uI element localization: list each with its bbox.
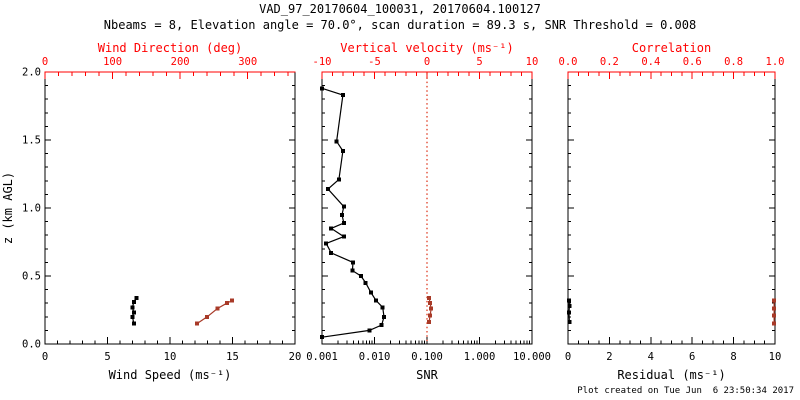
svg-text:Residual (ms⁻¹): Residual (ms⁻¹) [617,368,725,382]
svg-text:10.000: 10.000 [513,351,551,363]
svg-text:1.0: 1.0 [766,56,785,68]
bottom-axis-wind: 0 5 10 15 20 Wind Speed (ms⁻¹) [42,337,301,382]
svg-text:0.010: 0.010 [359,351,391,363]
snr-profile-series [320,86,387,340]
svg-text:300: 300 [238,56,257,68]
panel-frame [567,71,776,345]
panel-wind: 0.0 0.5 1.0 1.5 2.0 z (km AGL) 0 5 10 15 20 Wind Sp… [1,41,301,382]
plot-subtitle: Nbeams = 8, Elevation angle = 70.0°, sca… [103,18,697,32]
svg-text:20: 20 [289,351,302,363]
wind-direction-series [195,298,235,326]
svg-text:0: 0 [42,56,48,68]
panel-snr: 0.001 0.010 0.100 1.000 10.000 SNR -10 -5 0 5 10 Ve… [306,41,551,382]
svg-text:0: 0 [565,351,571,363]
top-axis-snr: -10 -5 0 5 10 Vertical velocity (ms⁻¹) [313,41,539,79]
svg-text:0.8: 0.8 [724,56,743,68]
bottom-axis-residual: 0 2 4 6 8 10 Residual (ms⁻¹) [565,337,781,382]
svg-text:Wind Direction (deg): Wind Direction (deg) [98,41,243,55]
svg-text:0.100: 0.100 [411,351,443,363]
y-axis-ticks [322,71,532,345]
wind-speed-series [130,295,139,326]
bottom-axis-snr: 0.001 0.010 0.100 1.000 10.000 SNR [306,337,551,382]
svg-text:5: 5 [476,56,482,68]
svg-text:2: 2 [606,351,612,363]
svg-text:-10: -10 [313,56,332,68]
plot-title: VAD_97_20170604_100031, 20170604.100127 [259,2,541,16]
svg-text:0.6: 0.6 [683,56,702,68]
svg-text:0.5: 0.5 [22,271,41,283]
svg-text:Wind Speed (ms⁻¹): Wind Speed (ms⁻¹) [109,368,232,382]
y-axis-ticks [568,71,775,345]
svg-text:0.001: 0.001 [306,351,338,363]
residual-profile-series [567,298,572,325]
correlation-profile-series [771,298,777,326]
svg-text:1.000: 1.000 [464,351,496,363]
svg-text:1.5: 1.5 [22,135,41,147]
svg-text:10: 10 [164,351,177,363]
panel-frame [44,71,296,345]
svg-text:1.0: 1.0 [22,203,41,215]
svg-text:0: 0 [424,56,430,68]
vertical-velocity-series [427,295,434,325]
svg-text:6: 6 [689,351,695,363]
svg-text:0.2: 0.2 [600,56,619,68]
y-axis-label: z (km AGL) [1,172,15,244]
svg-text:2.0: 2.0 [22,67,41,79]
panel-residual: 0 2 4 6 8 10 Residual (ms⁻¹) 0.0 0.2 0.4 0.6 0.8 1.0… [559,41,785,382]
svg-text:4: 4 [648,351,654,363]
svg-text:-5: -5 [368,56,381,68]
top-axis-residual: 0.0 0.2 0.4 0.6 0.8 1.0 Correlation [559,41,785,79]
y-axis-tick-labels: 0.0 0.5 1.0 1.5 2.0 [22,67,41,351]
svg-text:100: 100 [103,56,122,68]
svg-text:5: 5 [104,351,110,363]
svg-text:SNR: SNR [416,368,438,382]
plot-created-timestamp: Plot created on Tue Jun 6 23:50:34 2017 [577,386,794,396]
svg-text:0.4: 0.4 [641,56,660,68]
svg-text:0.0: 0.0 [559,56,578,68]
svg-text:10: 10 [769,351,782,363]
svg-text:Correlation: Correlation [632,41,711,55]
svg-text:15: 15 [226,351,239,363]
svg-text:10: 10 [526,56,539,68]
svg-text:200: 200 [171,56,190,68]
svg-text:0.0: 0.0 [22,339,41,351]
svg-text:0: 0 [42,351,48,363]
svg-text:8: 8 [730,351,736,363]
svg-text:Vertical velocity (ms⁻¹): Vertical velocity (ms⁻¹) [340,41,513,55]
y-axis-ticks [45,71,295,345]
